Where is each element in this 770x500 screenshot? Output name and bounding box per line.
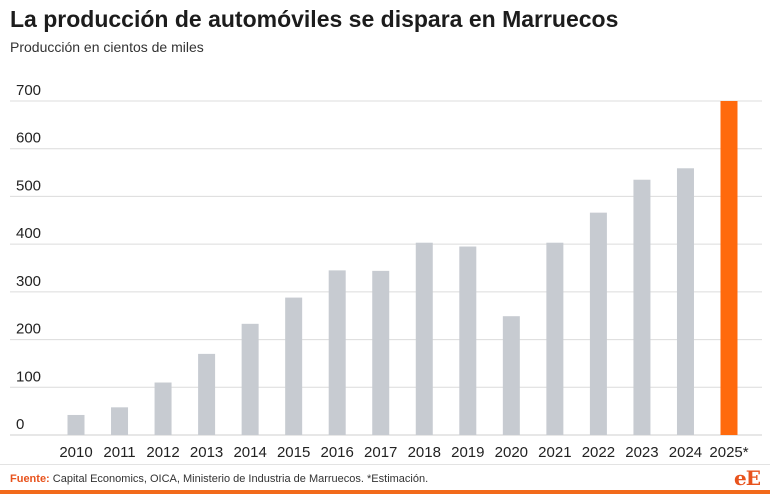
bar — [459, 246, 477, 435]
y-tick-label: 400 — [16, 225, 41, 242]
chart-subtitle: Producción en cientos de miles — [10, 39, 204, 55]
x-tick-label: 2021 — [538, 444, 571, 461]
bar — [589, 212, 607, 435]
x-tick-label: 2024 — [669, 444, 702, 461]
bar — [241, 323, 259, 435]
source-label: Fuente: — [10, 473, 50, 485]
bar — [198, 353, 216, 435]
bar — [328, 270, 346, 435]
x-tick-label: 2012 — [146, 444, 179, 461]
y-tick-label: 0 — [16, 416, 24, 433]
bar — [720, 101, 738, 435]
x-tick-label: 2013 — [190, 444, 223, 461]
chart-title: La producción de automóviles se dispara … — [10, 6, 619, 32]
bar — [285, 297, 303, 435]
y-tick-label: 100 — [16, 368, 41, 385]
source-note: Fuente: Capital Economics, OICA, Ministe… — [10, 473, 428, 485]
x-tick-label: 2017 — [364, 444, 397, 461]
bar — [111, 407, 129, 435]
source-text: Capital Economics, OICA, Ministerio de I… — [49, 473, 429, 485]
bar — [546, 242, 564, 435]
y-tick-label: 200 — [16, 321, 41, 338]
footer-divider — [0, 464, 770, 465]
bar — [676, 168, 694, 435]
bar-chart: 0 100 200 300 400 500 600 700 2010 2011 2012 2013 20… — [10, 82, 762, 461]
bar — [154, 382, 172, 435]
x-tick-label: 2025* — [709, 444, 748, 461]
x-tick-label: 2015 — [277, 444, 310, 461]
brand-bottom-bar — [0, 490, 770, 494]
x-tick-label: 2020 — [495, 444, 528, 461]
x-tick-label: 2016 — [321, 444, 354, 461]
y-tick-label: 500 — [16, 177, 41, 194]
bar — [633, 179, 651, 435]
bar — [67, 414, 85, 435]
x-tick-label: 2011 — [103, 444, 135, 461]
y-tick-label: 600 — [16, 130, 41, 147]
x-tick-label: 2019 — [451, 444, 484, 461]
x-tick-label: 2018 — [408, 444, 441, 461]
y-tick-label: 300 — [16, 273, 41, 290]
bar — [372, 270, 390, 435]
x-tick-label: 2010 — [59, 444, 92, 461]
y-tick-label: 700 — [16, 82, 41, 99]
x-tick-label: 2023 — [625, 444, 658, 461]
brand-logo: eE — [734, 466, 761, 490]
bar — [502, 316, 520, 435]
x-tick-label: 2022 — [582, 444, 615, 461]
bar — [415, 242, 433, 435]
x-tick-label: 2014 — [233, 444, 266, 461]
